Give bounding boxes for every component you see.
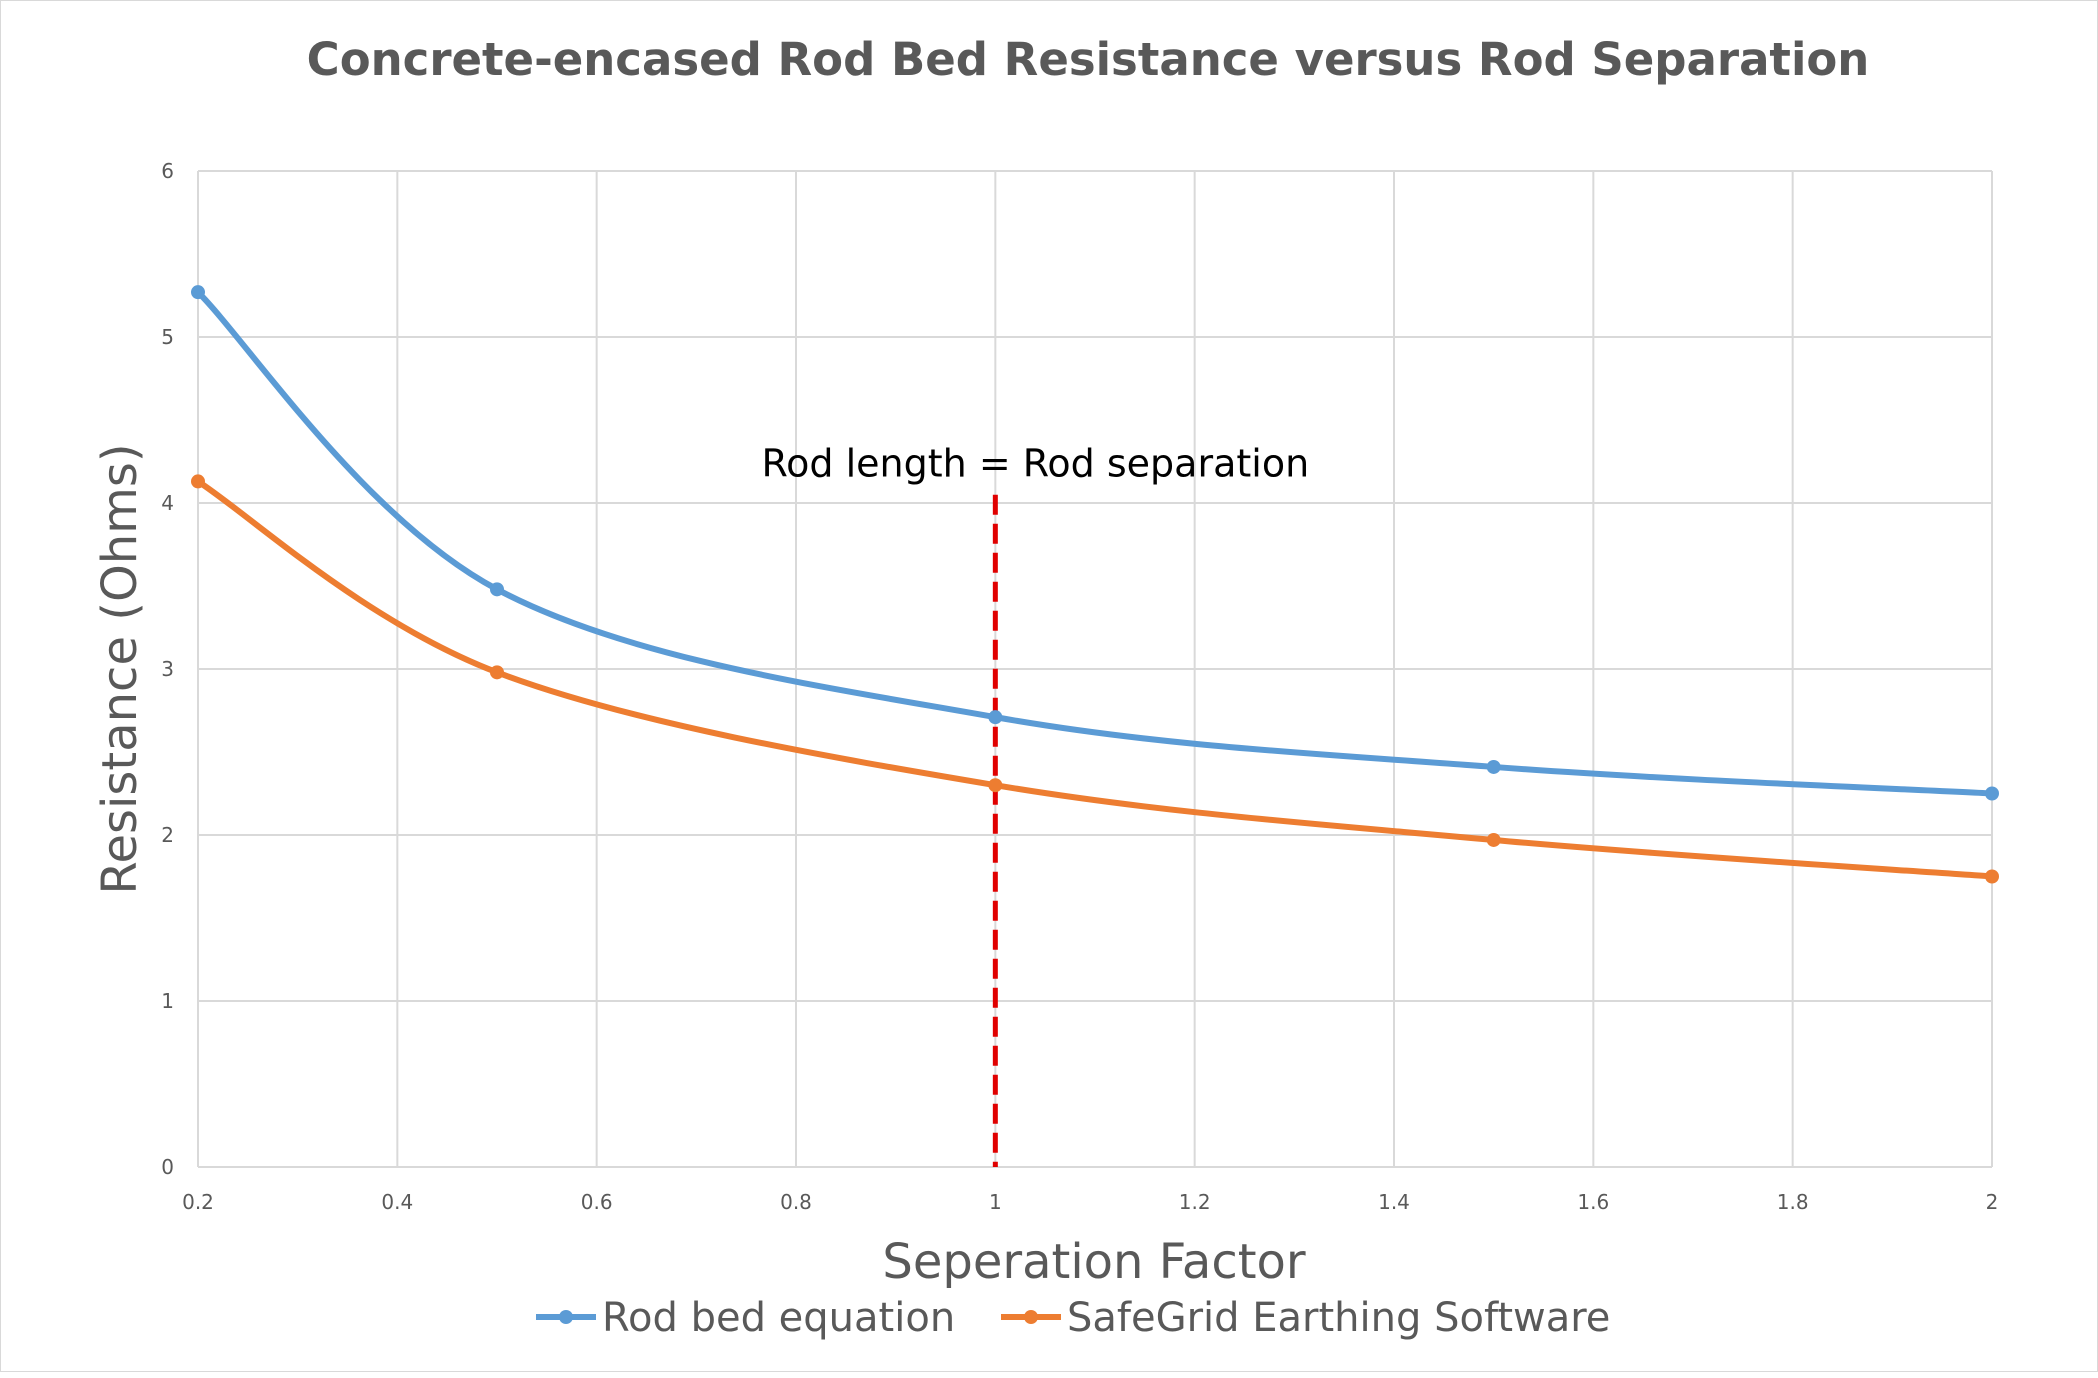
annotation: Rod length = Rod separation — [761, 442, 1309, 1167]
chart-title: Concrete-encased Rod Bed Resistance vers… — [307, 33, 1870, 86]
series-line-1 — [195, 478, 1995, 880]
data-point — [1985, 786, 1999, 801]
annotation-label: Rod length = Rod separation — [761, 442, 1309, 486]
x-tick-label: 1 — [989, 1190, 1002, 1214]
y-tick-labels: 0 1 2 3 4 5 6 — [161, 159, 174, 1179]
x-axis-label: Seperation Factor — [882, 1234, 1306, 1290]
series-lines — [191, 285, 1999, 884]
y-tick-label: 4 — [161, 491, 174, 515]
x-tick-label: 0.4 — [381, 1190, 413, 1214]
y-tick-label: 1 — [161, 989, 174, 1013]
x-tick-labels: 0.2 0.4 0.6 0.8 1 1.2 1.4 1.6 1.8 2 — [182, 1190, 1998, 1214]
data-point — [1486, 759, 1501, 774]
legend-label-0: Rod bed equation — [602, 1295, 955, 1341]
y-tick-label: 0 — [161, 1155, 174, 1179]
data-point — [1985, 869, 1999, 884]
y-tick-label: 2 — [161, 823, 174, 847]
legend-label-1: SafeGrid Earthing Software — [1067, 1295, 1610, 1341]
x-tick-label: 1.8 — [1777, 1190, 1809, 1214]
legend: Rod bed equation SafeGrid Earthing Softwa… — [536, 1295, 1610, 1341]
data-point — [191, 285, 205, 300]
y-tick-label: 5 — [161, 325, 174, 349]
data-point — [490, 582, 504, 597]
y-tick-label: 6 — [161, 159, 174, 183]
data-point — [490, 665, 504, 680]
data-point — [988, 710, 1003, 725]
data-point — [1486, 832, 1501, 847]
data-point — [988, 778, 1003, 793]
data-point — [191, 474, 205, 489]
y-tick-label: 3 — [161, 657, 174, 681]
x-tick-label: 0.6 — [581, 1190, 613, 1214]
x-tick-label: 1.2 — [1179, 1190, 1211, 1214]
x-tick-label: 1.4 — [1378, 1190, 1410, 1214]
grid — [197, 170, 1993, 1168]
y-axis-label: Resistance (Ohms) — [92, 443, 148, 894]
x-tick-label: 1.6 — [1577, 1190, 1609, 1214]
legend-marker-1 — [1024, 1310, 1038, 1324]
x-tick-label: 2 — [1986, 1190, 1999, 1214]
legend-marker-0 — [559, 1310, 573, 1324]
x-tick-label: 0.8 — [780, 1190, 812, 1214]
x-tick-label: 0.2 — [182, 1190, 214, 1214]
series-line-0 — [195, 289, 1995, 797]
